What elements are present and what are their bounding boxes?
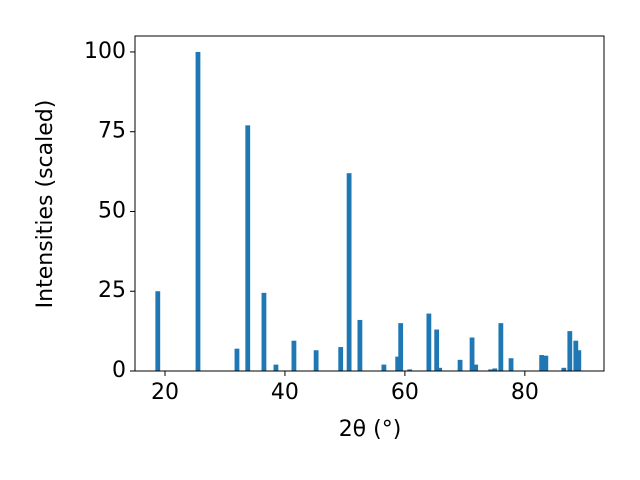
y-tick-label: 25	[98, 278, 126, 303]
bar	[291, 340, 297, 371]
bar	[261, 292, 267, 371]
bar	[313, 350, 319, 371]
bar	[426, 313, 432, 371]
y-tick-label: 100	[84, 39, 126, 64]
bar	[437, 367, 443, 371]
bar	[395, 356, 401, 371]
bar	[498, 323, 504, 371]
bar	[539, 355, 545, 371]
bar	[457, 359, 463, 371]
bar	[469, 337, 475, 371]
bar	[492, 368, 498, 371]
bar	[567, 331, 573, 371]
plot-frame	[134, 35, 605, 372]
bar	[434, 329, 440, 371]
bar	[543, 355, 549, 371]
bar	[273, 364, 279, 371]
y-tick-label: 0	[112, 358, 126, 383]
bar	[381, 364, 387, 371]
y-tick-label: 50	[98, 198, 126, 223]
x-tick-label: 40	[271, 380, 299, 405]
x-axis-label: 2θ (°)	[339, 417, 402, 442]
bar	[245, 125, 251, 371]
bar	[473, 364, 479, 371]
bar	[338, 347, 344, 371]
x-tick-label: 20	[151, 380, 179, 405]
bar	[346, 173, 352, 371]
bar	[155, 291, 161, 371]
bar	[195, 51, 201, 371]
bar	[407, 369, 413, 371]
bar	[488, 369, 494, 371]
bar	[234, 348, 240, 371]
bar	[508, 358, 514, 371]
x-tick-label: 60	[391, 380, 419, 405]
bar	[398, 323, 404, 371]
x-tick-label: 80	[511, 380, 539, 405]
y-tick-label: 75	[98, 119, 126, 144]
bar	[573, 340, 579, 371]
bar	[357, 319, 363, 371]
bar	[576, 350, 582, 371]
y-axis-label: Intensities (scaled)	[33, 100, 58, 309]
bar	[561, 367, 567, 371]
